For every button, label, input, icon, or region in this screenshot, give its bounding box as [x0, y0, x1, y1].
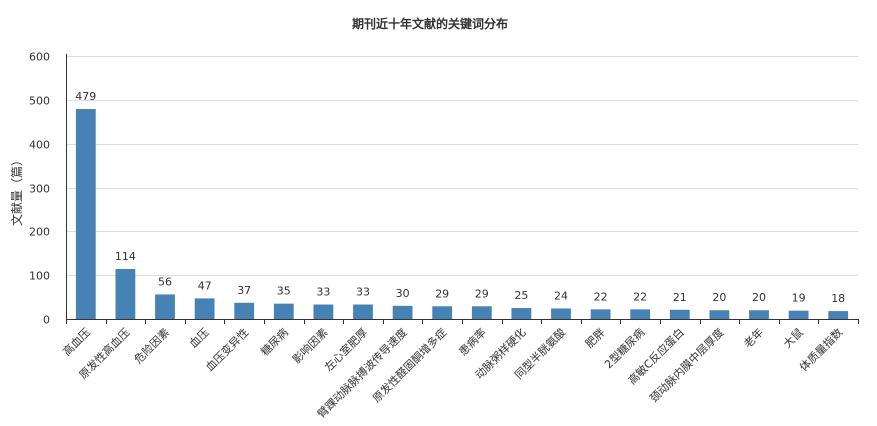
data-label: 24 — [554, 289, 568, 302]
bar — [590, 309, 611, 319]
x-tick-label: 高血压 — [60, 325, 93, 358]
data-label: 22 — [633, 290, 647, 303]
data-label: 19 — [792, 292, 806, 305]
data-label: 22 — [594, 290, 608, 303]
data-label: 20 — [712, 291, 726, 304]
x-tick-label: 糖尿病 — [258, 325, 291, 358]
data-label: 37 — [237, 284, 251, 297]
x-tick-label: 老年 — [741, 325, 766, 350]
data-label: 47 — [198, 279, 212, 292]
data-label: 35 — [277, 285, 291, 298]
data-label: 33 — [316, 286, 330, 299]
data-label: 33 — [356, 286, 370, 299]
bar — [709, 310, 730, 319]
bar — [551, 308, 571, 319]
y-tick-label: 600 — [29, 51, 50, 64]
data-label: 20 — [752, 291, 766, 304]
bar — [194, 298, 215, 319]
bar — [155, 294, 175, 319]
y-tick-label: 200 — [29, 226, 50, 239]
y-tick-label: 400 — [29, 139, 50, 152]
bar — [392, 305, 413, 319]
x-tick-label: 大鼠 — [780, 325, 805, 350]
data-label: 479 — [75, 90, 96, 103]
data-label: 114 — [115, 250, 136, 263]
bar — [511, 308, 532, 319]
bar — [75, 109, 96, 319]
data-label: 18 — [831, 292, 845, 305]
bar — [828, 311, 849, 319]
bar — [788, 310, 809, 319]
y-axis-label: 文献量（篇） — [9, 154, 24, 226]
x-tick-label: 肥胖 — [583, 326, 608, 351]
x-tick-label: 血压 — [186, 325, 211, 350]
x-tick-label: 颈动脉内膜中层厚度 — [647, 325, 727, 405]
x-tick-label: 原发性醛固酮增多症 — [369, 325, 449, 405]
y-tick-label: 500 — [29, 95, 50, 108]
bar — [749, 310, 769, 319]
data-label: 56 — [158, 275, 172, 288]
x-tick-label: 体质量指数 — [797, 325, 846, 374]
data-label: 25 — [514, 289, 528, 302]
bar — [115, 269, 136, 319]
bar — [273, 303, 294, 319]
y-axis-ticks: 0 100 200 300 400 500 600 — [29, 51, 50, 327]
gridlines — [66, 56, 858, 276]
y-tick-label: 0 — [43, 314, 50, 327]
bar — [630, 309, 651, 319]
bar — [313, 304, 334, 319]
bar — [432, 306, 453, 319]
data-label: 29 — [475, 287, 489, 300]
bars — [75, 109, 849, 319]
x-tick-label: 危险因素 — [131, 325, 172, 366]
x-tick-label: 影响因素 — [290, 326, 330, 366]
data-label: 30 — [396, 287, 410, 300]
data-label: 21 — [673, 291, 687, 304]
axes — [66, 54, 859, 324]
bar — [669, 309, 690, 319]
x-tick-label: 血压变异性 — [203, 325, 252, 374]
y-tick-label: 100 — [29, 270, 50, 283]
data-labels: 479 114 56 47 37 35 33 33 30 29 29 25 24 22 22 21 20 20 19… — [75, 90, 845, 305]
chart-title: 期刊近十年文献的关键词分布 — [352, 16, 508, 31]
data-label: 29 — [435, 287, 449, 300]
x-tick-label: 患病率 — [456, 325, 489, 358]
bar — [353, 304, 373, 319]
bar — [234, 302, 255, 319]
y-tick-label: 300 — [29, 183, 50, 196]
bar — [471, 306, 492, 319]
